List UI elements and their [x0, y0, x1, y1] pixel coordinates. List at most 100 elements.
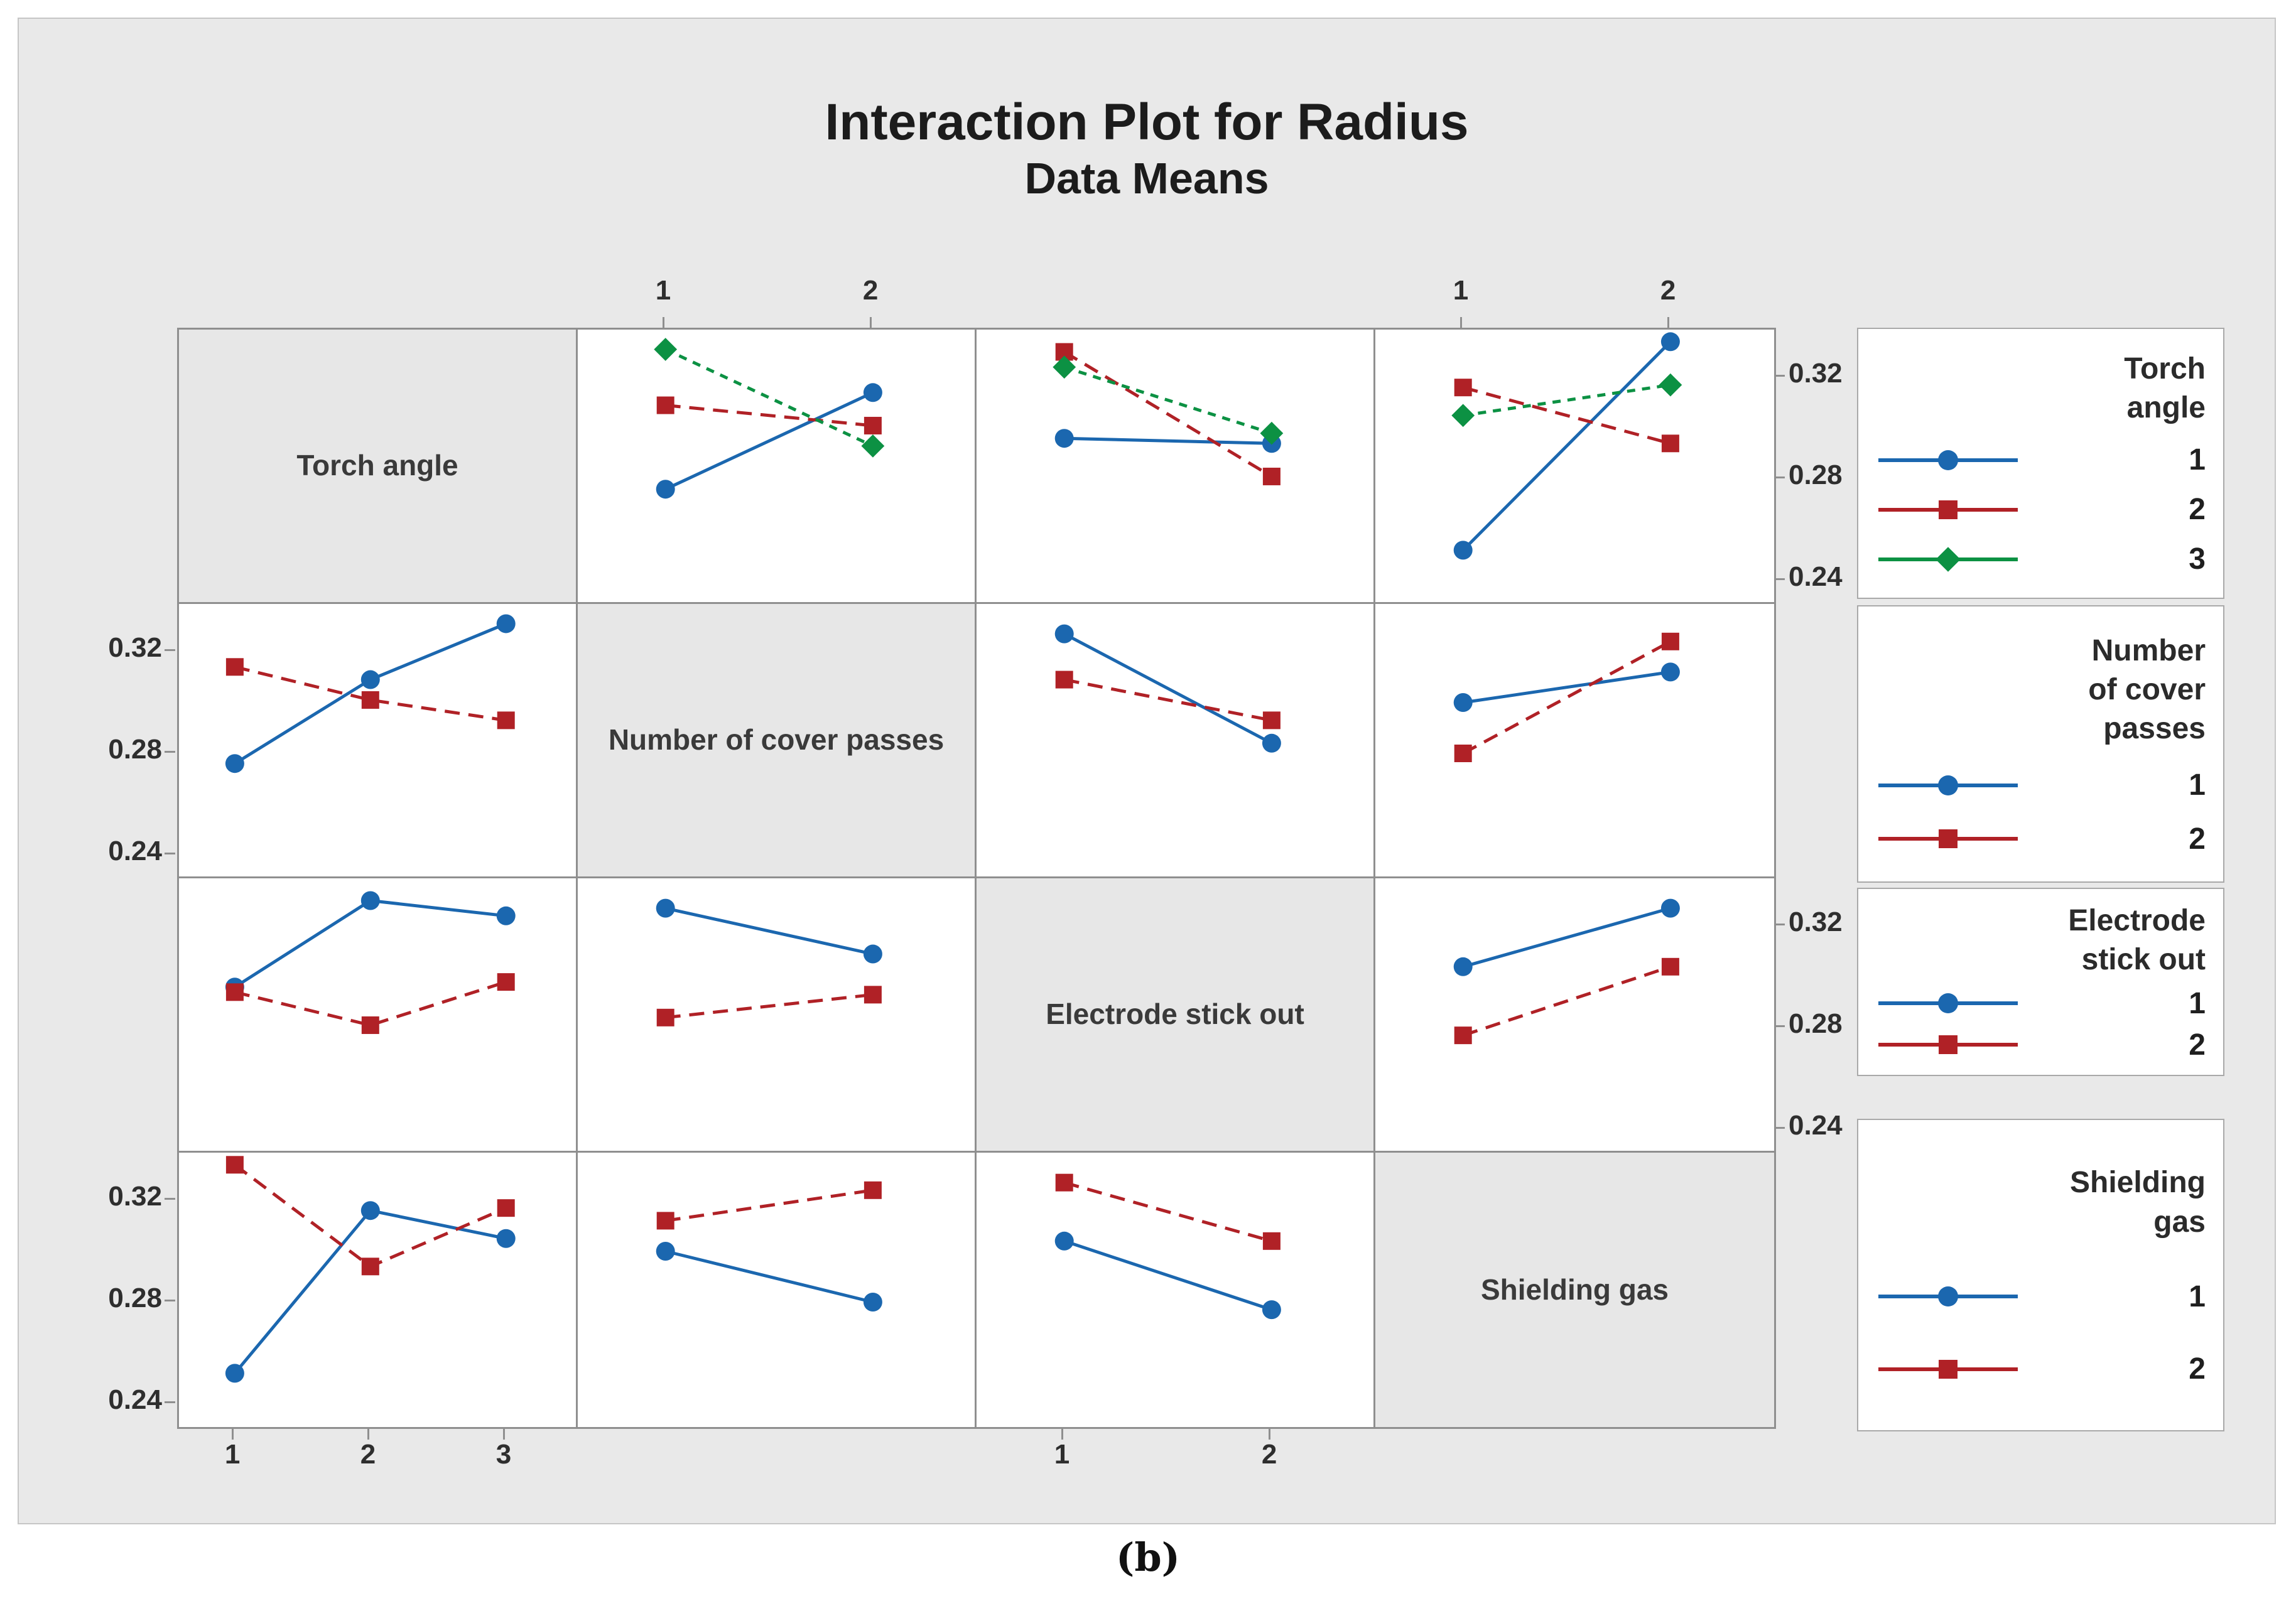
circle-marker: [1262, 733, 1281, 753]
tick-mark: [1667, 317, 1670, 328]
y-tick-label-right-row2: 0.24: [1789, 1110, 1843, 1141]
square-line-sample: [1878, 1035, 2018, 1055]
legend-electrode-stick-out: Electrode stick out 1 2: [1857, 888, 2224, 1076]
legend-item-label: 2: [2189, 493, 2206, 527]
series-line-level-1: [665, 907, 874, 956]
legend-item-label: 1: [2189, 443, 2206, 477]
tick-mark: [1774, 1126, 1785, 1129]
tick-mark: [165, 649, 175, 651]
circle-marker: [1054, 1231, 1074, 1251]
panel-electrode-stick-out-x-number-of-cover-passes: [578, 878, 977, 1153]
tick-mark: [870, 317, 872, 328]
panel-shielding-gas-x-electrode-stick-out: [977, 1153, 1375, 1427]
y-tick-label-right-row0: 0.28: [1789, 460, 1843, 490]
circle-marker: [656, 480, 675, 499]
square-marker: [1262, 467, 1281, 485]
tick-mark: [1774, 1025, 1785, 1027]
legend-item-level-2: 2: [1876, 492, 2206, 527]
legend-item-level-1: 1: [1876, 768, 2206, 803]
series-line-level-2: [1064, 1181, 1272, 1243]
square-marker: [1454, 1026, 1472, 1045]
interaction-plot-figure: Interaction Plot for Radius Data Means T…: [18, 18, 2276, 1524]
legend-item-level-2: 2: [1876, 1352, 2206, 1387]
legend-item-label: 2: [2189, 1352, 2206, 1386]
series-line-level-1: [1063, 1239, 1272, 1312]
circle-marker: [1054, 429, 1074, 448]
tick-mark: [165, 1299, 175, 1301]
factor-label: Electrode stick out: [1046, 998, 1304, 1031]
tick-mark: [165, 852, 175, 854]
panel-canvas: [656, 1181, 882, 1312]
panel-number-of-cover-passes-x-torch-angle: [179, 604, 578, 878]
title-block: Interaction Plot for Radius Data Means: [19, 93, 2275, 205]
circle-line-sample: [1878, 450, 2018, 470]
diagonal-cell-electrode-stick-out: Electrode stick out: [977, 878, 1375, 1153]
series-line-level-1: [664, 391, 874, 491]
tick-mark: [1774, 578, 1785, 580]
y-tick-label-left-row3: 0.32: [108, 1181, 162, 1212]
panel-electrode-stick-out-x-torch-angle: [179, 878, 578, 1153]
series-line-level-1: [234, 898, 506, 989]
y-tick-label-left-row1: 0.32: [108, 632, 162, 663]
legend-title: Number of cover passes: [2088, 633, 2206, 746]
legend-item-level-1: 1: [1876, 1279, 2206, 1314]
circle-marker: [1262, 1300, 1281, 1320]
panel-torch-angle-x-number-of-cover-passes: [578, 330, 977, 604]
circle-marker: [863, 944, 882, 964]
series-line-level-1: [1064, 436, 1272, 445]
circle-marker: [656, 1242, 675, 1261]
legend-title: Shielding gas: [2070, 1166, 2206, 1239]
y-tick-label-right-row0: 0.32: [1789, 358, 1843, 389]
tick-mark: [232, 1429, 234, 1440]
diamond-marker: [1451, 404, 1475, 428]
legend-item-level-1: 1: [1876, 443, 2206, 478]
diagonal-cell-shielding-gas: Shielding gas: [1375, 1153, 1774, 1427]
square-marker: [1454, 745, 1472, 762]
figure-caption: (b): [1115, 1534, 1181, 1580]
panel-canvas: [1453, 898, 1680, 1045]
panel-canvas: [225, 614, 516, 773]
circle-marker: [225, 1364, 244, 1383]
circle-marker: [1054, 624, 1074, 644]
panel-canvas: [225, 1156, 516, 1383]
legend-item-label: 1: [2189, 768, 2206, 802]
series-line-level-1: [1463, 670, 1671, 704]
square-marker: [225, 983, 244, 1001]
series-line-level-2: [1064, 678, 1272, 722]
series-line-level-2: [1462, 965, 1671, 1037]
series-line-level-1: [1063, 632, 1273, 745]
y-tick-label-right-row0: 0.24: [1789, 561, 1843, 592]
tick-mark: [165, 1401, 175, 1403]
square-line-sample: [1878, 829, 2018, 849]
square-marker: [361, 1016, 379, 1034]
series-line-level-1: [233, 1209, 507, 1375]
panel-torch-angle-x-shielding-gas: [1375, 330, 1774, 604]
panel-shielding-gas-x-number-of-cover-passes: [578, 1153, 977, 1427]
diamond-marker: [654, 338, 678, 361]
legend-item-level-1: 1: [1876, 986, 2206, 1021]
circle-marker: [496, 906, 516, 925]
series-line-level-2: [1063, 350, 1273, 478]
factor-label: Number of cover passes: [608, 723, 945, 757]
series-line-level-2: [1462, 640, 1672, 755]
x-tick-label-bottom-col2: 1: [1054, 1439, 1070, 1470]
circle-marker: [225, 754, 244, 773]
y-tick-label-left-row3: 0.28: [108, 1283, 162, 1313]
x-tick-label-top-col1: 1: [655, 275, 671, 306]
circle-marker: [360, 670, 380, 689]
square-marker: [1661, 632, 1679, 650]
tick-mark: [503, 1429, 506, 1440]
y-tick-label-right-row2: 0.28: [1789, 1008, 1843, 1039]
square-marker: [497, 711, 515, 730]
diamond-marker: [861, 434, 885, 458]
series-line-level-2: [665, 993, 874, 1020]
square-line-sample: [1878, 500, 2018, 519]
interaction-matrix: Torch angle Number of cover passes Electro…: [177, 328, 1776, 1429]
circle-marker: [1660, 662, 1680, 682]
square-marker: [656, 1212, 674, 1230]
factor-label: Shielding gas: [1480, 1273, 1669, 1306]
tick-mark: [663, 317, 665, 328]
tick-mark: [1269, 1429, 1271, 1440]
square-marker: [1262, 1232, 1281, 1250]
